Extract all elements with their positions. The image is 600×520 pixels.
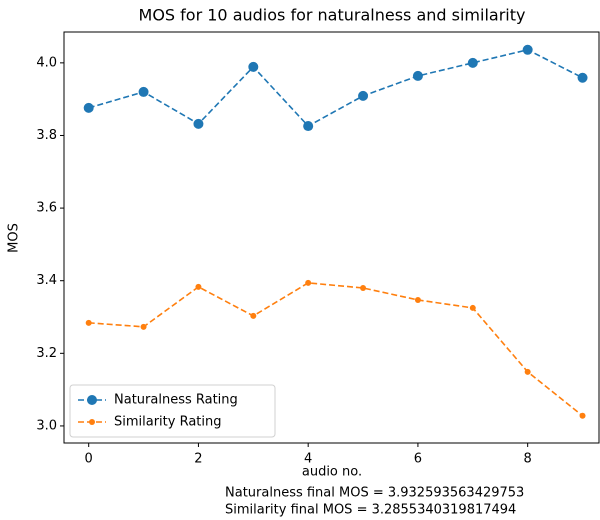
y-tick-label: 3.0: [36, 418, 57, 433]
x-tick-label: 8: [524, 452, 532, 467]
y-tick-label: 3.8: [36, 128, 57, 143]
data-point: [577, 72, 588, 83]
legend-box: [69, 384, 276, 438]
x-tick-label: 6: [414, 452, 422, 467]
series-line: [88, 48, 583, 128]
data-point: [250, 312, 257, 319]
y-tick-label: 4.0: [36, 55, 57, 70]
data-point: [138, 86, 149, 97]
y-axis-label: MOS: [7, 223, 22, 253]
annotation: Similarity final MOS = 3.285534031981749…: [225, 503, 516, 518]
data-point: [522, 44, 533, 55]
data-point: [85, 319, 92, 326]
legend-label: Naturalness Rating: [114, 393, 238, 408]
legend-marker: [89, 419, 95, 425]
data-point: [195, 283, 202, 290]
data-point: [579, 412, 586, 419]
annotation: Naturalness final MOS = 3.93259356342975…: [225, 486, 524, 501]
y-tick-label: 3.4: [36, 273, 57, 288]
data-point: [467, 57, 478, 68]
plot-frame: [63, 31, 600, 444]
legend-label: Similarity Rating: [114, 415, 222, 430]
x-tick-label: 4: [304, 452, 312, 467]
data-point: [305, 279, 312, 286]
y-tick-label: 3.6: [36, 201, 57, 216]
data-point: [303, 121, 314, 132]
data-point: [193, 118, 204, 129]
data-point: [360, 284, 367, 291]
data-point: [469, 304, 476, 311]
x-axis-label: audio no.: [302, 465, 362, 480]
x-tick-label: 2: [194, 452, 202, 467]
x-tick-label: 0: [85, 452, 93, 467]
legend: Naturalness Rating Similarity Rating: [69, 384, 276, 438]
data-point: [83, 102, 94, 113]
data-point: [412, 70, 423, 81]
data-point: [248, 61, 259, 72]
data-point: [524, 368, 531, 375]
chart-title: MOS for 10 audios for naturalness and si…: [139, 6, 526, 25]
y-tick-label: 3.2: [36, 346, 57, 361]
legend-marker: [87, 395, 97, 405]
data-point: [140, 323, 147, 330]
data-point: [414, 296, 421, 303]
data-point: [358, 90, 369, 101]
